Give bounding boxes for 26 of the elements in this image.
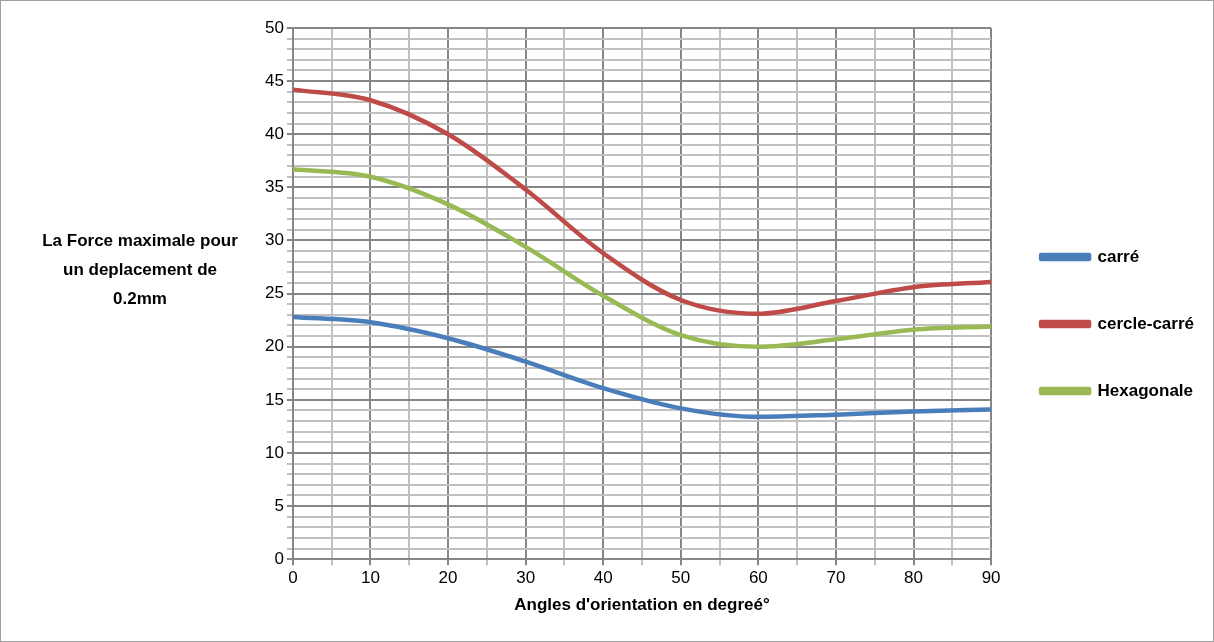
y-tick-label: 0 bbox=[274, 548, 284, 568]
y-tick-label: 5 bbox=[274, 495, 284, 515]
y-tick-label: 10 bbox=[264, 442, 284, 462]
y-tick-label: 40 bbox=[264, 123, 284, 143]
x-tick-label: 80 bbox=[904, 568, 923, 588]
y-tick-label: 50 bbox=[264, 17, 284, 37]
x-tick-label: 50 bbox=[671, 568, 691, 588]
x-tick-label: 90 bbox=[981, 568, 1001, 588]
x-tick-label: 0 bbox=[288, 568, 298, 588]
y-tick-label: 25 bbox=[264, 283, 284, 303]
legend-label: cercle-carré bbox=[1097, 313, 1195, 333]
x-tick-label: 10 bbox=[361, 568, 380, 588]
y-tick-label: 45 bbox=[264, 70, 284, 90]
y-tick-label: 30 bbox=[264, 230, 284, 250]
legend-label: carré bbox=[1097, 246, 1140, 266]
x-tick-label: 40 bbox=[593, 568, 613, 588]
y-tick-label: 35 bbox=[264, 177, 284, 197]
x-tick-label: 20 bbox=[438, 568, 458, 588]
y-tick-label: 20 bbox=[264, 336, 284, 356]
x-tick-label: 30 bbox=[516, 568, 536, 588]
y-tick-label: 15 bbox=[264, 389, 284, 409]
y-axis-title: La Force maximale pour un deplacement de 0.2mm bbox=[41, 230, 239, 310]
x-tick-label: 60 bbox=[748, 568, 768, 588]
x-tick-label: 70 bbox=[826, 568, 846, 588]
x-axis-title: Angles d'orientation en degreé° bbox=[514, 595, 770, 615]
legend-label: Hexagonale bbox=[1097, 380, 1194, 400]
